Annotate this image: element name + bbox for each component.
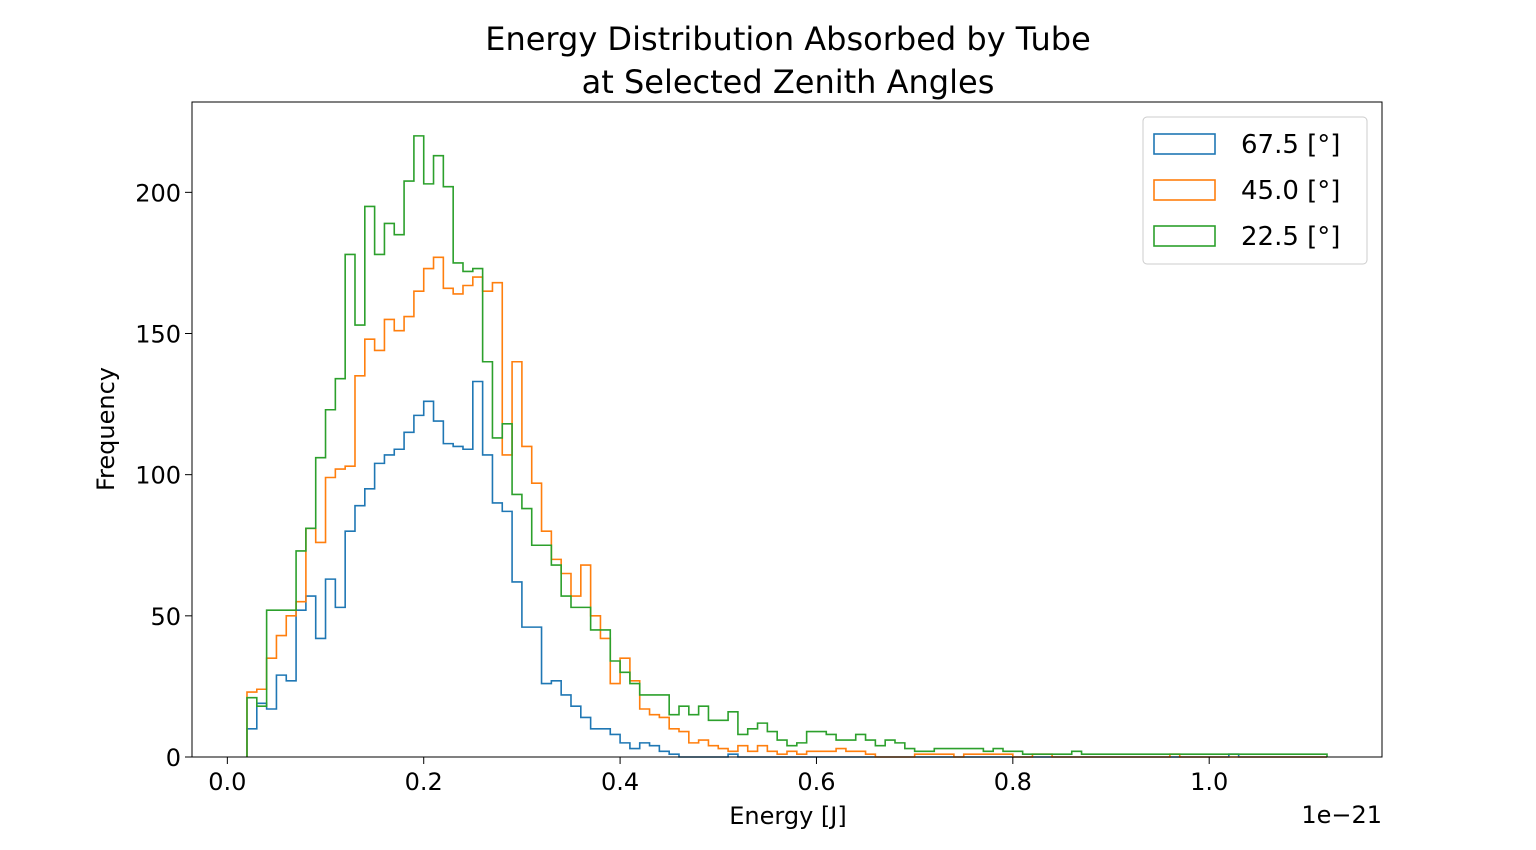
x-tick-label: 0.4 <box>601 768 639 796</box>
legend: 67.5 [°] 45.0 [°] 22.5 [°] <box>1142 116 1368 265</box>
y-axis-title: Frequency <box>92 367 120 491</box>
chart-title-line-1: Energy Distribution Absorbed by Tube <box>485 20 1091 58</box>
y-tick-label: 150 <box>135 321 181 349</box>
plot-frame <box>191 101 1383 758</box>
y-tick-label: 200 <box>135 179 181 207</box>
series-3-step-line <box>246 135 1328 757</box>
y-tick-label: 100 <box>135 462 181 490</box>
x-axis-offset-text: 1e−21 <box>1301 801 1382 829</box>
y-axis-ticks: 0 50 100 150 200 <box>135 179 192 772</box>
x-tick-label: 0.8 <box>994 768 1032 796</box>
legend-label-3: 22.5 [°] <box>1241 222 1340 252</box>
legend-label-2: 45.0 [°] <box>1241 176 1340 206</box>
x-tick-label: 0.6 <box>797 768 835 796</box>
legend-swatch-1 <box>1153 133 1216 155</box>
x-tick-label: 0.2 <box>405 768 443 796</box>
legend-swatch-2 <box>1153 179 1216 201</box>
legend-swatch-3 <box>1153 225 1216 247</box>
y-tick-label: 0 <box>166 744 181 772</box>
x-tick-label: 0.0 <box>208 768 246 796</box>
y-tick-label: 50 <box>150 603 181 631</box>
legend-label-1: 67.5 [°] <box>1241 130 1340 160</box>
x-axis-title: Energy [J] <box>729 802 846 830</box>
x-axis-ticks: 0.0 0.2 0.4 0.6 0.8 1.0 <box>208 757 1228 796</box>
chart-title-line-2: at Selected Zenith Angles <box>582 63 995 101</box>
x-tick-label: 1.0 <box>1190 768 1228 796</box>
